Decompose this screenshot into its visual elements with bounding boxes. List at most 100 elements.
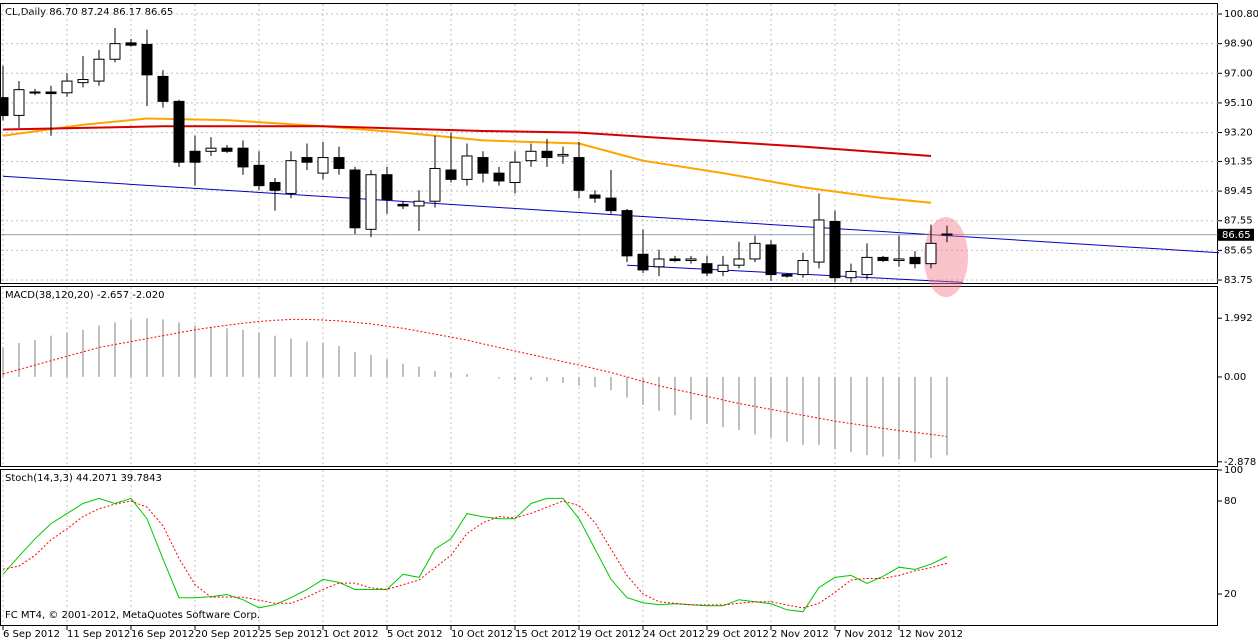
- pane-title: CL,Daily 86.70 87.24 86.17 86.65: [5, 7, 173, 18]
- price-pane-frame: [0, 3, 1218, 284]
- y-tick-label: 89.45: [1224, 186, 1253, 197]
- candle-body: [301, 157, 313, 163]
- x-tick-label: 15 Oct 2012: [515, 629, 577, 640]
- candle-body: [845, 270, 857, 279]
- candle-body: [45, 91, 57, 95]
- y-tick-label: 95.10: [1224, 98, 1253, 109]
- candle-body: [349, 169, 361, 229]
- candle-body: [429, 167, 441, 202]
- x-tick-label: 2 Nov 2012: [771, 629, 829, 640]
- price-marker-label: 86.65: [1222, 230, 1251, 241]
- candle-body: [781, 274, 793, 277]
- candle-body: [605, 197, 617, 212]
- candle-body: [461, 155, 473, 180]
- candle-body: [61, 80, 73, 94]
- x-tick-label: 7 Nov 2012: [835, 629, 893, 640]
- candle-body: [221, 147, 233, 152]
- overlay-line: [2, 175, 1220, 254]
- candle-body: [381, 174, 393, 201]
- candle-body: [493, 172, 505, 182]
- candle-body: [925, 242, 937, 265]
- candle-body: [813, 219, 825, 263]
- candle-body: [797, 260, 809, 276]
- candle-body: [573, 157, 585, 191]
- y-tick-label: 83.75: [1224, 275, 1253, 286]
- candle-body: [669, 258, 681, 262]
- x-tick-label: 19 Oct 2012: [579, 629, 641, 640]
- candle-body: [477, 157, 489, 174]
- candle-body: [749, 242, 761, 260]
- x-tick-label: 6 Sep 2012: [3, 629, 60, 640]
- candle-body: [29, 91, 41, 94]
- x-tick-label: 29 Oct 2012: [707, 629, 769, 640]
- x-tick-label: 5 Oct 2012: [387, 629, 442, 640]
- stoch-line: [2, 500, 948, 609]
- y-tick-label: 85.65: [1224, 245, 1253, 256]
- candle-body: [109, 43, 121, 60]
- x-tick-label: 16 Sep 2012: [131, 629, 194, 640]
- y-tick-label: 100: [1224, 465, 1243, 476]
- stoch-line: [2, 497, 948, 613]
- candle-body: [205, 147, 217, 152]
- y-tick-label: 87.55: [1224, 216, 1253, 227]
- candle-body: [541, 150, 553, 159]
- candle-body: [93, 58, 105, 82]
- candle-body: [893, 258, 905, 262]
- candle-body: [909, 256, 921, 265]
- candle-body: [0, 97, 9, 117]
- candle-body: [333, 157, 345, 169]
- y-tick-label: 91.35: [1224, 156, 1253, 167]
- candle-body: [397, 203, 409, 207]
- candle-body: [157, 75, 169, 102]
- candle-body: [621, 210, 633, 257]
- candle-body: [701, 263, 713, 274]
- pane-title: MACD(38,120,20) -2.657 -2.020: [5, 290, 165, 301]
- y-tick-label: 98.90: [1224, 39, 1253, 50]
- x-tick-label: 10 Oct 2012: [451, 629, 513, 640]
- candle-body: [829, 221, 841, 279]
- candle-body: [413, 200, 425, 207]
- y-tick-label: 93.20: [1224, 128, 1253, 139]
- candle-body: [877, 256, 889, 262]
- candle-body: [125, 42, 137, 46]
- pane-title: Stoch(14,3,3) 44.2071 39.7843: [5, 473, 162, 484]
- candle-body: [285, 160, 297, 194]
- candle-body: [237, 147, 249, 168]
- y-tick-label: 80: [1224, 496, 1237, 507]
- x-tick-label: 25 Sep 2012: [259, 629, 322, 640]
- overlay-line: [626, 264, 964, 283]
- candle-body: [13, 89, 25, 116]
- candle-body: [189, 150, 201, 163]
- macd-pane-frame: [0, 286, 1218, 467]
- candle-body: [637, 253, 649, 271]
- candle-body: [941, 233, 953, 236]
- x-tick-label: 12 Nov 2012: [899, 629, 963, 640]
- candle-body: [733, 258, 745, 266]
- candle-body: [141, 43, 153, 76]
- candle-body: [445, 169, 457, 180]
- candle-body: [653, 258, 665, 268]
- signal-line: [2, 318, 948, 437]
- stoch-pane-frame: [0, 469, 1218, 626]
- y-tick-label: 100.80: [1224, 9, 1258, 20]
- x-tick-label: 20 Sep 2012: [195, 629, 258, 640]
- candle-body: [525, 150, 537, 162]
- y-tick-label: -2.878: [1224, 457, 1256, 468]
- x-tick-label: 1 Oct 2012: [323, 629, 378, 640]
- highlight: [924, 217, 968, 297]
- candle-body: [589, 194, 601, 199]
- overlay-line: [2, 125, 932, 157]
- x-tick-label: 24 Oct 2012: [643, 629, 705, 640]
- candle-body: [253, 164, 265, 187]
- candle-body: [685, 258, 697, 262]
- overlay-line: [2, 117, 932, 204]
- y-tick-label: 97.00: [1224, 68, 1253, 79]
- candle-body: [269, 182, 281, 191]
- price-marker: [1218, 228, 1254, 241]
- candle-body: [317, 157, 329, 174]
- y-tick-label: 1.992: [1224, 313, 1253, 324]
- candle-body: [557, 153, 569, 157]
